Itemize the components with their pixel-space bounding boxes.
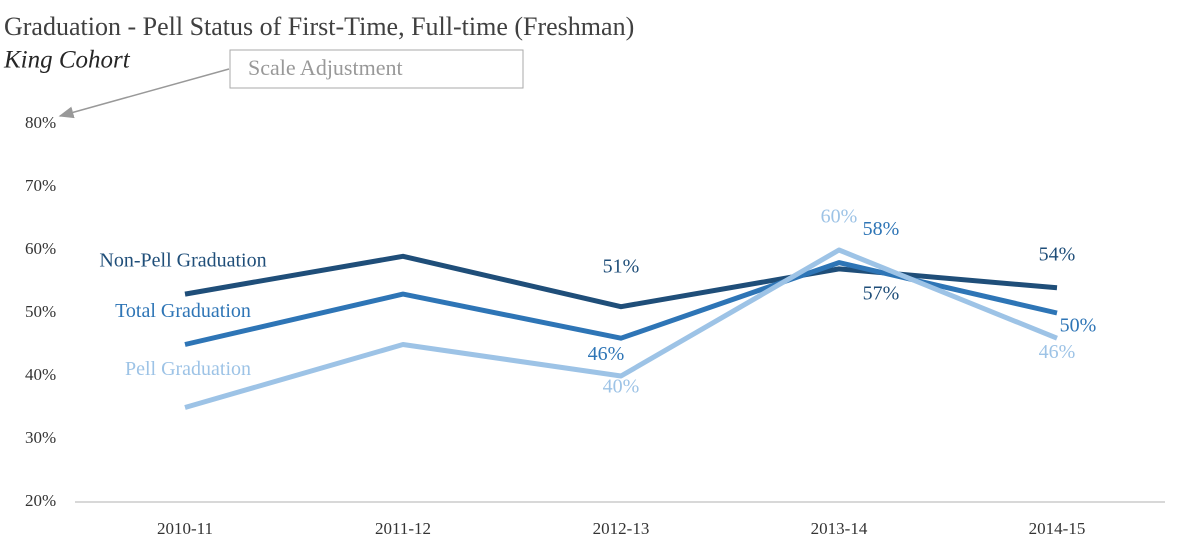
chart-title: Graduation - Pell Status of First-Time, … xyxy=(4,12,634,41)
x-tick-label: 2014-15 xyxy=(1029,519,1086,538)
data-label: 51% xyxy=(603,255,640,277)
annotation-arrow xyxy=(58,68,230,119)
data-label: 50% xyxy=(1060,315,1097,337)
y-tick-label: 30% xyxy=(25,428,56,447)
data-label: 60% xyxy=(821,206,858,228)
y-tick-label: 60% xyxy=(25,239,56,258)
data-label: 46% xyxy=(588,343,625,365)
x-tick-label: 2012-13 xyxy=(593,519,650,538)
data-label: 40% xyxy=(603,376,640,398)
y-tick-label: 80% xyxy=(25,113,56,132)
series-label: Total Graduation xyxy=(115,300,251,322)
x-tick-label: 2013-14 xyxy=(811,519,868,538)
y-tick-label: 20% xyxy=(25,491,56,510)
series-line xyxy=(184,253,1058,310)
x-tick-label: 2010-11 xyxy=(157,519,213,538)
series-label: Non-Pell Graduation xyxy=(99,250,266,272)
series-line xyxy=(184,247,1058,410)
data-label: 58% xyxy=(863,218,900,240)
annotation-box xyxy=(229,49,524,89)
chart-subtitle: King Cohort xyxy=(3,47,131,74)
y-tick-label: 50% xyxy=(25,302,56,321)
series-label: Pell Graduation xyxy=(125,358,251,380)
data-label: 46% xyxy=(1039,341,1076,363)
y-tick-label: 70% xyxy=(25,176,56,195)
data-label: 57% xyxy=(863,282,900,304)
y-tick-label: 40% xyxy=(25,365,56,384)
x-tick-label: 2011-12 xyxy=(375,519,431,538)
annotation: Scale Adjustment xyxy=(248,55,403,80)
data-label: 54% xyxy=(1039,243,1076,265)
